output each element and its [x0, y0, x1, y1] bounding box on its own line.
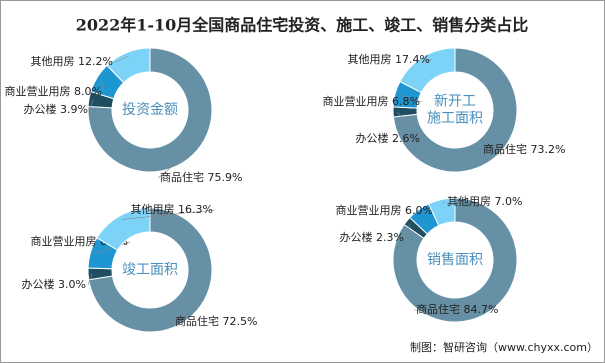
- donut-slice: [87, 47, 213, 173]
- value-label: 12.2%: [78, 55, 113, 68]
- leader-line: [100, 79, 105, 93]
- category-label: 办公楼: [22, 277, 55, 291]
- category-label: 其他用房: [447, 195, 491, 208]
- category-label: 办公楼: [340, 230, 373, 244]
- leader-line: [121, 209, 216, 220]
- leader-line: [87, 273, 93, 286]
- leader-line: [396, 111, 423, 140]
- value-label: 7.0%: [495, 195, 523, 208]
- category-label: 商业营业用房: [5, 84, 71, 98]
- value-label: 2.6%: [392, 132, 420, 145]
- category-label: 商品住宅: [483, 142, 527, 156]
- slice-label: 商业营业用房 6.8%: [323, 94, 420, 108]
- slice-label: 办公楼 2.6%: [356, 131, 420, 145]
- category-label: 商品住宅: [175, 314, 219, 328]
- slice-label: 其他用房 7.0%: [447, 195, 522, 208]
- value-label: 84.7%: [464, 303, 499, 316]
- slice-label: 其他用房 12.2%: [31, 55, 113, 68]
- donut-slice: [399, 47, 456, 94]
- value-label: 6.0%: [405, 204, 433, 217]
- slice-label: 商品住宅 73.2%: [483, 142, 565, 156]
- category-label: 办公楼: [356, 131, 389, 145]
- center-label: 竣工面积: [122, 262, 178, 278]
- value-label: 8.0%: [74, 85, 102, 98]
- leader-line: [442, 201, 446, 204]
- category-label: 其他用房: [131, 203, 175, 216]
- leader-line: [413, 309, 482, 312]
- leader-line: [405, 223, 411, 239]
- slice-label: 办公楼 3.9%: [24, 102, 88, 116]
- slice-label: 其他用房 17.4%: [348, 53, 430, 66]
- value-label: 2.3%: [376, 231, 404, 244]
- center-label: 新开工: [434, 94, 476, 110]
- source: 制图：智研咨询（www.chyxx.com）: [410, 340, 598, 354]
- category-label: 商品住宅: [160, 170, 204, 184]
- donut-slice: [392, 47, 518, 173]
- donut-slice: [392, 197, 518, 323]
- value-label: 16.3%: [178, 203, 213, 216]
- center-label: 施工面积: [427, 111, 483, 127]
- slice-label: 商品住宅 84.7%: [416, 302, 498, 316]
- slice-label: 商业营业用房 8.0%: [5, 84, 102, 98]
- category-label: 商业营业用房: [31, 234, 97, 248]
- value-label: 75.9%: [208, 171, 243, 184]
- category-label: 其他用房: [348, 53, 392, 66]
- category-label: 其他用房: [31, 55, 75, 68]
- slice-label: 商业营业用房 6.0%: [336, 203, 433, 217]
- slice-label: 商品住宅 75.9%: [160, 170, 242, 184]
- value-label: 73.2%: [531, 143, 566, 156]
- slice-label: 其他用房 16.3%: [131, 203, 213, 216]
- leader-line: [114, 55, 129, 63]
- value-label: 17.4%: [395, 53, 430, 66]
- value-label: 72.5%: [223, 315, 258, 328]
- donut-slice: [427, 197, 456, 227]
- leader-line: [398, 94, 423, 103]
- chart-title: 2022年1-10月全国商品住宅投资、施工、竣工、销售分类占比: [76, 16, 529, 35]
- category-label: 商品住宅: [416, 302, 460, 316]
- donut-slice: [88, 207, 213, 333]
- slice-label: 商品住宅 72.5%: [175, 314, 257, 328]
- value-label: 3.0%: [58, 278, 86, 291]
- center-label: 投资金额: [122, 102, 178, 118]
- category-label: 商业营业用房: [323, 94, 389, 108]
- slice-label: 办公楼 2.3%: [340, 230, 404, 244]
- leader-line: [89, 99, 94, 111]
- leader-line: [172, 307, 195, 323]
- leader-line: [157, 151, 191, 179]
- leader-line: [480, 148, 499, 151]
- donut-slice: [96, 207, 151, 251]
- center-label: 销售面积: [427, 252, 483, 268]
- value-label: 6.8%: [392, 95, 420, 108]
- slice-label: 办公楼 3.0%: [22, 277, 86, 291]
- category-label: 办公楼: [24, 102, 57, 116]
- leader-line: [94, 241, 131, 254]
- donut-slice: [106, 47, 151, 84]
- value-label: 3.9%: [60, 103, 88, 116]
- category-label: 商业营业用房: [336, 203, 402, 217]
